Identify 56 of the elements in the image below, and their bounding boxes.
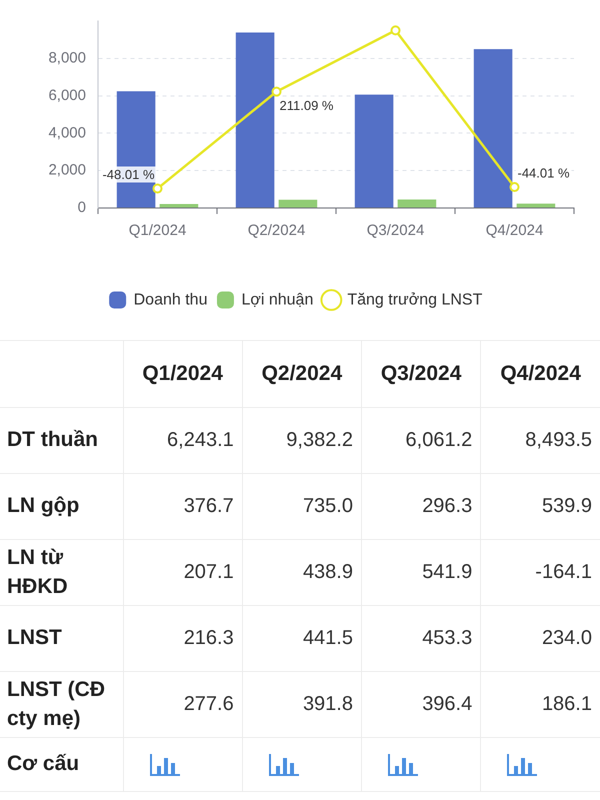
data-label: 438.9 (242, 540, 362, 606)
text: LN gộp (0, 474, 123, 540)
data-label: 207.1 (123, 540, 242, 606)
bar (474, 49, 512, 208)
data-label: 211.09 % (280, 98, 334, 114)
data-label: 6,061.2 (362, 408, 481, 474)
bar (516, 204, 556, 208)
category-label: Q4/2024 (480, 340, 600, 408)
legend-label: Doanh thu (134, 291, 208, 308)
point (152, 184, 162, 194)
y-tick-label: 0 (78, 199, 86, 216)
text: LNST (CĐ cty mẹ) (0, 672, 123, 738)
legend-label: Lợi nhuận (241, 291, 314, 308)
data-label: 296.3 (362, 474, 481, 540)
y-tick-label: 2,000 (48, 162, 86, 179)
data-label: 277.6 (123, 672, 242, 738)
data-label: 9,382.2 (242, 408, 362, 474)
text: Cơ cấu (0, 738, 123, 792)
text: LN từ HĐKD (0, 540, 123, 606)
bar (278, 200, 318, 208)
bar (160, 204, 198, 208)
data-label: 735.0 (242, 474, 362, 540)
data-label: 186.1 (480, 672, 600, 738)
x-tick-label: Q1/2024 (128, 222, 186, 240)
text: LNST (0, 606, 123, 672)
y-tick-label: 6,000 (48, 86, 86, 104)
point (510, 182, 520, 192)
bar (236, 32, 274, 208)
data-label: -48.01 % (102, 167, 155, 182)
data-label: -44.01 % (518, 166, 570, 181)
category-label: Q1/2024 (123, 340, 242, 408)
point (390, 25, 400, 36)
x-tick-label: Q2/2024 (248, 222, 306, 240)
y-tick-label: 8,000 (48, 50, 86, 67)
legend-label: Tăng trưởng LNST (347, 291, 483, 308)
data-label: 8,493.5 (480, 408, 600, 474)
data-label: 539.9 (480, 474, 600, 540)
data-label: 391.8 (242, 672, 362, 738)
x-tick-label: Q4/2024 (486, 222, 544, 240)
category-label: Q2/2024 (242, 340, 362, 408)
category-label: Q3/2024 (362, 340, 481, 408)
data-label: 234.0 (480, 606, 600, 672)
data-label: 453.3 (362, 606, 481, 672)
y-tick-label: 4,000 (48, 124, 86, 142)
data-label: 216.3 (123, 606, 242, 672)
bar (354, 94, 394, 208)
bar (398, 200, 436, 208)
data-label: 376.7 (123, 474, 242, 540)
point (272, 86, 282, 97)
data-label: 396.4 (362, 672, 481, 738)
text: DT thuần (0, 408, 123, 474)
data-label: -164.1 (480, 540, 600, 606)
data-label: 541.9 (362, 540, 481, 606)
x-tick-label: Q3/2024 (366, 222, 424, 240)
data-label: 6,243.1 (123, 408, 242, 474)
data-label: 441.5 (242, 606, 362, 672)
